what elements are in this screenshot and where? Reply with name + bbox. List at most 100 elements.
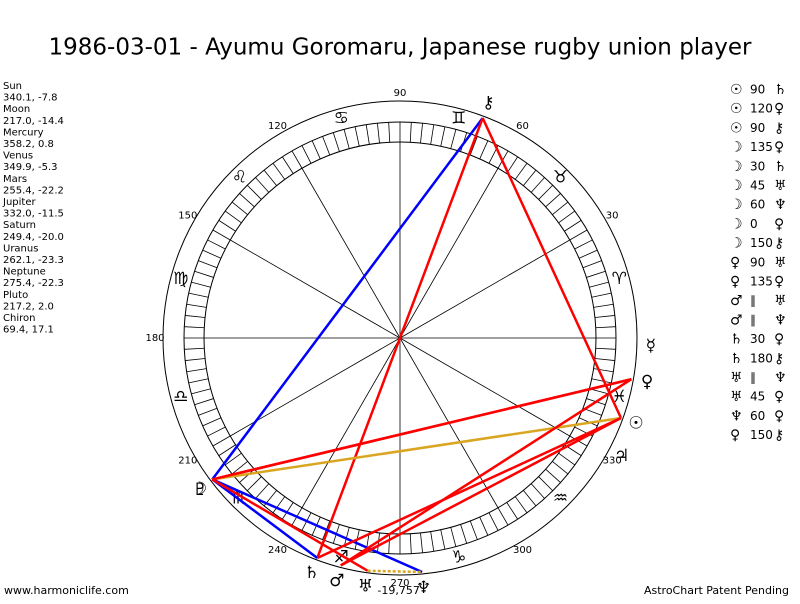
degree-label: 210 bbox=[178, 456, 197, 467]
planet-name: Mars bbox=[3, 174, 27, 185]
planet-name: Venus bbox=[3, 151, 33, 162]
band-tick bbox=[440, 126, 446, 147]
planet-glyph: ☿ bbox=[646, 336, 656, 356]
band-tick bbox=[595, 347, 616, 350]
band-tick bbox=[185, 358, 206, 361]
planet-name: Chiron bbox=[3, 313, 35, 324]
band-tick bbox=[194, 398, 214, 406]
aspect-a: ♀ bbox=[730, 428, 740, 444]
planet-name: Jupiter bbox=[2, 197, 36, 208]
band-tick bbox=[365, 124, 370, 145]
aspect-angle: 180 bbox=[750, 351, 773, 365]
aspect-b: ♆ bbox=[774, 197, 787, 213]
aspect-angle: 90 bbox=[750, 121, 765, 135]
footer-left: www.harmoniclife.com bbox=[4, 584, 129, 597]
degree-label: 150 bbox=[178, 211, 197, 222]
band-tick bbox=[538, 476, 554, 492]
band-tick bbox=[574, 239, 593, 250]
aspect-b: ♀ bbox=[774, 274, 784, 290]
band-tick bbox=[332, 132, 340, 152]
band-tick bbox=[514, 163, 528, 180]
planet-coords: 340.1, -7.8 bbox=[3, 93, 58, 104]
aspect-angle: 150 bbox=[750, 428, 773, 442]
aspect-b: ⚷ bbox=[774, 351, 784, 367]
planet-glyph: ♆ bbox=[416, 578, 431, 598]
band-tick bbox=[239, 468, 255, 483]
band-tick bbox=[282, 156, 294, 174]
band-tick bbox=[311, 140, 321, 160]
band-tick bbox=[479, 140, 489, 160]
band-tick bbox=[301, 145, 312, 164]
sign-glyph: ♒ bbox=[553, 489, 568, 509]
aspect-b: ♅ bbox=[774, 293, 787, 309]
band-tick bbox=[218, 444, 236, 456]
aspect-a: ☉ bbox=[730, 101, 743, 117]
aspect-a: ♂ bbox=[730, 293, 743, 309]
aspect-b: ♆ bbox=[774, 370, 787, 386]
aspect-b: ♀ bbox=[774, 408, 784, 424]
planet-coords: 255.4, -22.2 bbox=[3, 185, 64, 196]
aspect-a: ☽ bbox=[730, 159, 743, 175]
degree-label: 300 bbox=[513, 545, 532, 556]
band-tick bbox=[231, 461, 248, 475]
aspect-line bbox=[211, 478, 369, 572]
aspect-a: ☽ bbox=[730, 140, 743, 156]
band-tick bbox=[450, 527, 457, 547]
band-tick bbox=[272, 163, 286, 180]
band-tick bbox=[430, 531, 435, 552]
band-tick bbox=[450, 129, 457, 149]
band-tick bbox=[246, 476, 262, 492]
band-tick bbox=[591, 378, 612, 384]
band-tick bbox=[184, 347, 205, 350]
planet-name: Saturn bbox=[3, 220, 36, 231]
sign-glyph: ♋ bbox=[334, 109, 349, 129]
aspect-angle: 135 bbox=[750, 275, 773, 289]
band-tick bbox=[564, 220, 582, 232]
band-tick bbox=[255, 177, 270, 193]
degree-label: 270 bbox=[390, 578, 409, 589]
spoke bbox=[230, 239, 401, 339]
band-tick bbox=[479, 516, 489, 536]
aspect-a: ♀ bbox=[730, 255, 740, 271]
aspect-angle: 150 bbox=[750, 236, 773, 250]
aspect-a: ♄ bbox=[730, 351, 743, 367]
planet-glyph: ♀ bbox=[641, 372, 653, 392]
aspect-b: ♀ bbox=[774, 389, 784, 405]
aspect-a: ☽ bbox=[730, 236, 743, 252]
band-tick bbox=[272, 496, 286, 513]
band-tick bbox=[388, 533, 391, 554]
band-tick bbox=[191, 388, 211, 395]
band-tick bbox=[225, 210, 242, 224]
planet-coords: 349.9, -5.3 bbox=[3, 162, 58, 173]
aspect-b: ♀ bbox=[774, 140, 784, 156]
band-tick bbox=[545, 468, 561, 483]
band-tick bbox=[291, 150, 303, 169]
sign-glyph: ♈ bbox=[612, 269, 627, 289]
band-tick bbox=[188, 292, 209, 298]
band-tick bbox=[506, 502, 518, 520]
sign-glyph: ♓ bbox=[612, 387, 627, 407]
band-tick bbox=[514, 496, 528, 513]
aspect-a: ♂ bbox=[730, 312, 743, 328]
aspect-b: ♀ bbox=[774, 101, 784, 117]
band-tick bbox=[569, 229, 588, 241]
band-tick bbox=[212, 435, 231, 447]
sign-glyph: ♊ bbox=[451, 109, 466, 129]
aspect-a: ☽ bbox=[730, 178, 743, 194]
degree-label: 60 bbox=[516, 121, 529, 132]
aspect-line bbox=[211, 478, 423, 574]
planet-name: Uranus bbox=[3, 243, 38, 254]
aspect-b: ♅ bbox=[774, 178, 787, 194]
band-tick bbox=[594, 315, 615, 318]
band-tick bbox=[552, 201, 569, 215]
planet-glyph: ♇ bbox=[192, 480, 207, 500]
planet-glyph: ♂ bbox=[329, 571, 344, 591]
aspect-a: ☉ bbox=[730, 82, 743, 98]
band-tick bbox=[409, 122, 412, 143]
band-tick bbox=[207, 426, 226, 437]
band-tick bbox=[198, 407, 218, 416]
aspect-b: ♆ bbox=[774, 312, 787, 328]
band-tick bbox=[246, 184, 262, 200]
aspect-a: ♅ bbox=[730, 370, 743, 386]
planet-coords: 217.2, 2.0 bbox=[3, 301, 54, 312]
